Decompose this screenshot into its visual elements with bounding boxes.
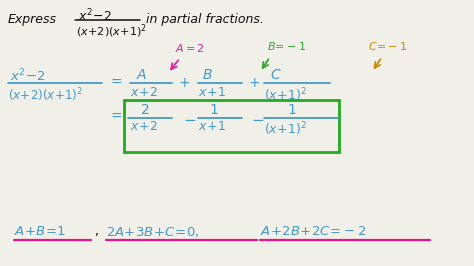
- Text: $C$: $C$: [270, 68, 282, 82]
- Text: $B\!=\!-1$: $B\!=\!-1$: [267, 40, 306, 52]
- Text: $1$: $1$: [287, 103, 297, 117]
- Text: $x^2\!-\!2$: $x^2\!-\!2$: [10, 68, 46, 85]
- Text: $+$: $+$: [248, 76, 260, 90]
- Text: $x\!+\!1$: $x\!+\!1$: [198, 120, 226, 133]
- Text: $,$: $,$: [94, 225, 99, 238]
- Text: $(x\!+\!2)(x\!+\!1)^2$: $(x\!+\!2)(x\!+\!1)^2$: [76, 22, 147, 40]
- Text: $(x\!+\!1)^2$: $(x\!+\!1)^2$: [264, 120, 307, 138]
- Text: $A=2$: $A=2$: [175, 42, 205, 54]
- Text: $1$: $1$: [209, 103, 219, 117]
- Text: $B$: $B$: [202, 68, 213, 82]
- Text: $2$: $2$: [140, 103, 150, 117]
- Text: in partial fractions.: in partial fractions.: [146, 13, 264, 26]
- Text: $C\!=\!-1$: $C\!=\!-1$: [368, 40, 408, 52]
- Text: $-$: $-$: [251, 111, 264, 126]
- Text: $=$: $=$: [108, 108, 123, 122]
- Text: $+$: $+$: [178, 76, 190, 90]
- Text: $(x\!+\!2)(x\!+\!1)^2$: $(x\!+\!2)(x\!+\!1)^2$: [8, 86, 83, 103]
- Text: $-$: $-$: [183, 111, 196, 126]
- Text: $A$: $A$: [136, 68, 147, 82]
- Text: $(x\!+\!1)^2$: $(x\!+\!1)^2$: [264, 86, 307, 103]
- Text: $2A\!+\!3B\!+\!C\!=\!0,$: $2A\!+\!3B\!+\!C\!=\!0,$: [106, 225, 200, 239]
- Text: $x\!+\!1$: $x\!+\!1$: [198, 86, 226, 99]
- Text: $=$: $=$: [108, 74, 123, 88]
- Bar: [124, 100, 339, 152]
- Text: $A\!+\!B\!=\!1$: $A\!+\!B\!=\!1$: [14, 225, 66, 238]
- Text: $x\!+\!2$: $x\!+\!2$: [130, 86, 158, 99]
- Text: $A\!+\!2B\!+\!2C\!=\!-2$: $A\!+\!2B\!+\!2C\!=\!-2$: [260, 225, 366, 238]
- Text: $x^2\!-\!2$: $x^2\!-\!2$: [78, 8, 112, 24]
- Text: Express: Express: [8, 13, 57, 26]
- Text: $x\!+\!2$: $x\!+\!2$: [130, 120, 158, 133]
